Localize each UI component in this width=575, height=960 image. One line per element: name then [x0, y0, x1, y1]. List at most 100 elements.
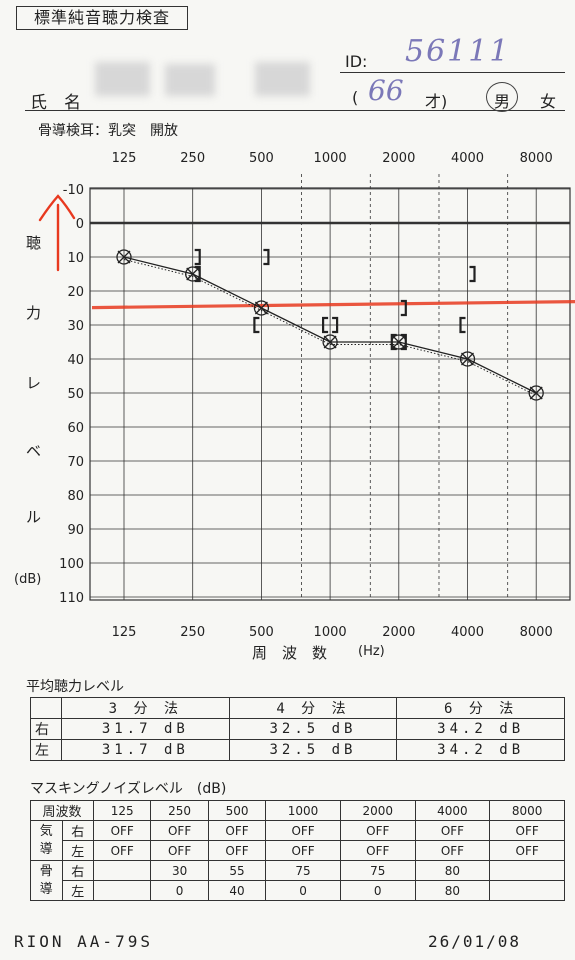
avg-row-left: 左 31.7 dB 32.5 dB 34.2 dB — [30, 739, 565, 761]
mask-left-label: 左 — [61, 840, 94, 861]
x-axis-label: 周 波 数 — [252, 644, 328, 662]
id-underline — [340, 72, 565, 73]
mask-cell — [489, 880, 565, 901]
mask-cell: 55 — [207, 860, 267, 881]
bone-left-bracket-mark — [469, 265, 476, 283]
red-up-arrow-icon — [38, 194, 76, 272]
avg-side-right: 右 — [30, 718, 62, 740]
mask-cell: 75 — [339, 860, 416, 881]
mask-freq: 125 — [92, 800, 152, 821]
avg-value: 32.5 dB — [228, 739, 398, 761]
audiogram-chart: -10 0 10 20 30 40 50 60 70 80 90 100 110 125 125 250 250… — [38, 151, 575, 640]
bone-left-bracket-mark — [194, 248, 201, 266]
mask-cell: OFF — [489, 840, 565, 861]
x-tick-label-bottom: 250 — [180, 625, 205, 640]
mask-freq: 8000 — [489, 800, 565, 821]
mask-table: 周波数 125 250 500 1000 2000 4000 8000 気導 右… — [30, 800, 565, 901]
mask-cell — [92, 880, 152, 901]
mask-right-label: 右 — [61, 820, 94, 841]
avg-value: 32.5 dB — [228, 718, 398, 740]
y-tick-label: 100 — [59, 557, 84, 572]
air-left-x-mark — [254, 301, 268, 315]
x-tick-label-top: 125 — [112, 151, 137, 166]
y-tick-label: 110 — [59, 591, 84, 606]
avg-title: 平均聴力レベル — [26, 679, 124, 695]
age-value: 66 — [368, 74, 404, 107]
id-value: 56111 — [405, 34, 511, 69]
mask-cell: OFF — [207, 840, 267, 861]
mask-cell: OFF — [150, 840, 209, 861]
mask-left-label: 左 — [61, 880, 94, 901]
mask-cell: OFF — [339, 820, 416, 841]
mask-cell: OFF — [92, 820, 152, 841]
x-tick-label-top: 4000 — [451, 151, 484, 166]
avg-header-4: 4 分 法 — [228, 697, 398, 719]
x-tick-label-top: 2000 — [382, 151, 415, 166]
mask-cell: OFF — [150, 820, 209, 841]
sex-circle-mark — [486, 82, 518, 112]
mask-freq: 1000 — [265, 800, 341, 821]
y-tick-label: 90 — [67, 523, 84, 538]
mask-air-label: 気導 — [30, 820, 63, 861]
bone-right-bracket-mark — [322, 316, 329, 334]
sex-female: 女 — [540, 92, 557, 111]
mask-cell: 40 — [207, 880, 267, 901]
x-tick-label-top: 8000 — [520, 151, 553, 166]
name-underline — [25, 110, 565, 111]
x-unit: (Hz) — [358, 644, 385, 659]
avg-value: 34.2 dB — [396, 739, 565, 761]
mask-bone-label: 骨導 — [30, 860, 63, 901]
y-tick-label: -10 — [63, 183, 84, 198]
y-axis-char-4: ベ — [26, 442, 42, 460]
y-tick-label: 10 — [67, 251, 84, 266]
x-tick-label-bottom: 1000 — [314, 625, 347, 640]
mask-right-label: 右 — [61, 860, 94, 881]
footer-model: RION AA-79S — [14, 932, 153, 951]
y-tick-label: 30 — [67, 319, 84, 334]
y-tick-label: 0 — [76, 217, 84, 232]
mask-cell — [92, 860, 152, 881]
bone-right-bracket-mark — [253, 316, 260, 334]
x-tick-label-top: 250 — [180, 151, 205, 166]
mask-cell: 75 — [265, 860, 341, 881]
mask-cell: 30 — [150, 860, 209, 881]
x-tick-label-bottom: 2000 — [382, 625, 415, 640]
id-label: ID: — [345, 52, 368, 71]
y-unit: (dB) — [14, 572, 42, 587]
mask-freq: 2000 — [339, 800, 416, 821]
mask-cell: 0 — [265, 880, 341, 901]
air-left-x-mark — [529, 386, 543, 400]
y-tick-label: 70 — [67, 455, 84, 470]
mask-air-left-row: 左 OFF OFF OFF OFF OFF OFF OFF — [31, 840, 565, 861]
name-redacted-1 — [95, 62, 150, 96]
chart-marks — [38, 194, 575, 401]
name-label: 氏 名 — [30, 93, 81, 113]
mask-cell: OFF — [92, 840, 152, 861]
x-tick-label-bottom: 4000 — [451, 625, 484, 640]
footer-date: 26/01/08 — [428, 932, 522, 951]
bone-left-bracket-mark — [400, 299, 407, 317]
avg-side-left: 左 — [30, 739, 62, 761]
y-axis-char-1: 聴 — [26, 234, 42, 252]
x-tick-label-top: 500 — [249, 151, 274, 166]
bone-left-bracket-mark — [400, 333, 407, 351]
avg-table: 3 分 法 4 分 法 6 分 法 右 31.7 dB 32.5 dB 34.2… — [30, 697, 565, 761]
mask-air-right-row: 気導 右 OFF OFF OFF OFF OFF OFF OFF — [30, 820, 565, 861]
air-left-x-mark — [186, 267, 200, 281]
avg-value: 34.2 dB — [396, 718, 565, 740]
air-left-x-mark — [117, 250, 131, 264]
mask-cell: OFF — [265, 820, 341, 841]
mask-cell: OFF — [265, 840, 341, 861]
name-redacted-2 — [165, 64, 215, 96]
mask-cell: 0 — [339, 880, 416, 901]
mask-bone-right-row: 骨導 右 30 55 75 75 80 — [30, 860, 565, 901]
name-redacted-3 — [255, 62, 310, 96]
air-left-line — [123, 259, 537, 396]
air-left-x-mark — [323, 335, 337, 349]
mask-freq: 500 — [207, 800, 267, 821]
bone-left-bracket-mark — [263, 248, 270, 266]
air-left-x-mark — [461, 352, 474, 366]
mask-cell — [489, 860, 565, 881]
x-tick-label-bottom: 8000 — [520, 625, 553, 640]
avg-value: 31.7 dB — [61, 739, 230, 761]
